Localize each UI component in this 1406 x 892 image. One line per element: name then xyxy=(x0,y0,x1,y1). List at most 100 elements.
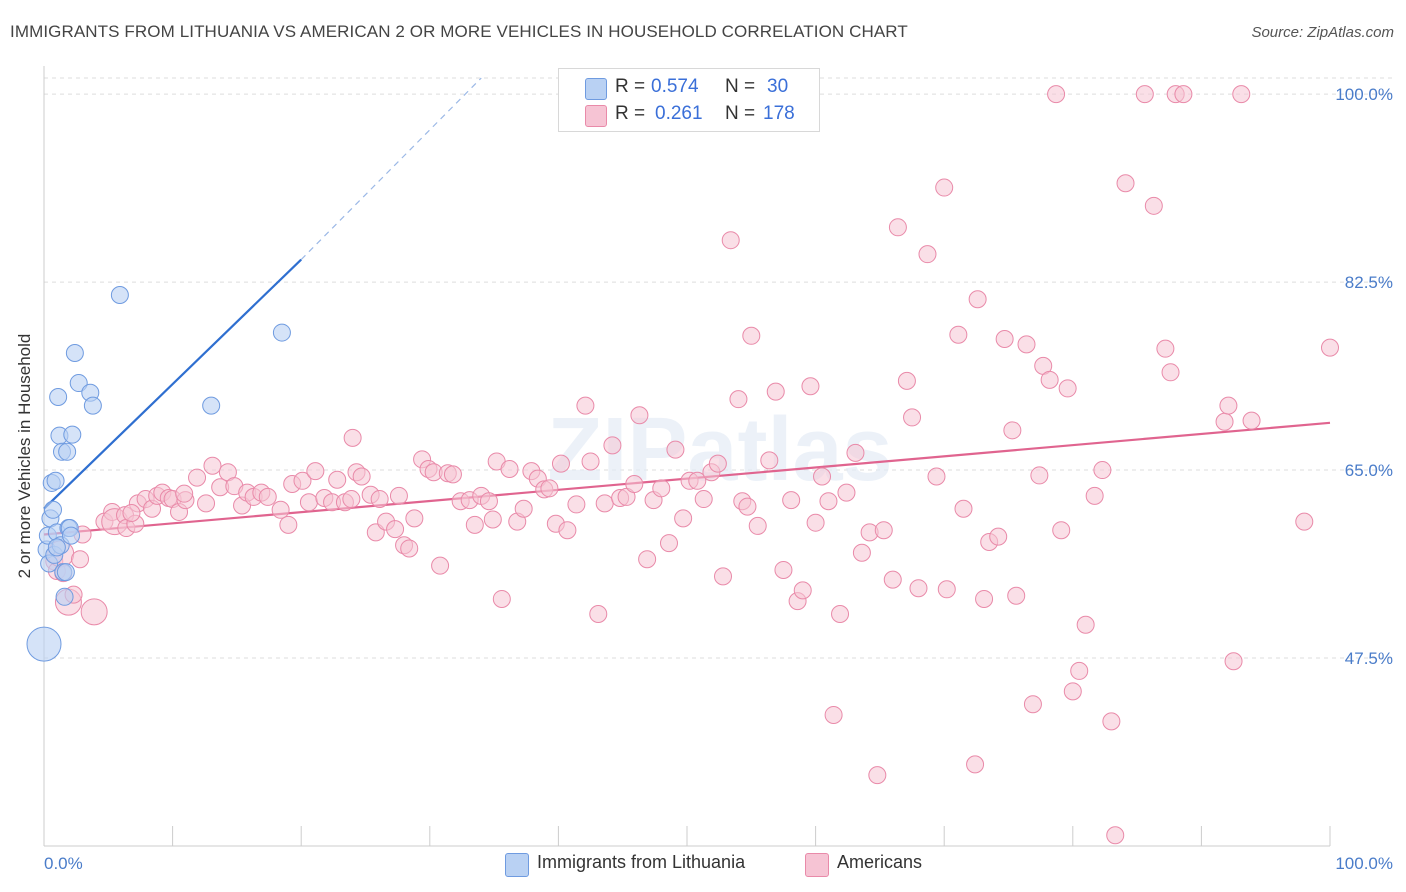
legend-n-label: N = xyxy=(725,103,756,124)
data-point-americans xyxy=(188,468,207,487)
data-point-americans xyxy=(793,581,812,600)
data-point-americans xyxy=(989,527,1008,546)
data-point-americans xyxy=(846,443,865,462)
data-point-americans xyxy=(279,515,298,534)
data-point-americans xyxy=(1017,335,1036,354)
x-tick-label: 0.0% xyxy=(44,854,83,873)
data-point-americans xyxy=(1321,338,1339,357)
data-point-americans xyxy=(729,390,748,409)
legend-n-value: 178 xyxy=(763,103,795,124)
data-point-americans xyxy=(1215,412,1234,431)
data-point-americans xyxy=(80,598,108,626)
data-point-lithuania xyxy=(46,471,65,490)
data-point-americans xyxy=(774,560,793,579)
chart-source: Source: ZipAtlas.com xyxy=(1251,24,1394,41)
data-point-americans xyxy=(766,382,785,401)
y-tick-label: 47.5% xyxy=(1345,649,1393,668)
data-point-americans xyxy=(819,492,838,511)
data-point-americans xyxy=(748,516,767,535)
legend-n-label: N = xyxy=(725,76,756,97)
data-point-americans xyxy=(1063,682,1082,701)
tick-labels: 47.5% 65.0% 82.5% 100.0% 0.0% 100.0% xyxy=(44,85,1393,873)
legend-swatch-pink xyxy=(805,853,829,877)
data-point-americans xyxy=(1047,85,1066,104)
data-point-americans xyxy=(630,406,649,425)
data-point-americans xyxy=(954,499,973,518)
data-point-americans xyxy=(1135,85,1154,104)
data-point-americans xyxy=(874,521,893,540)
data-point-americans xyxy=(465,515,484,534)
data-point-americans xyxy=(721,231,740,250)
data-point-americans xyxy=(806,513,825,532)
data-point-americans xyxy=(1219,396,1238,415)
data-point-americans xyxy=(1242,411,1261,430)
data-point-lithuania xyxy=(62,526,81,545)
data-point-lithuania xyxy=(83,396,102,415)
data-point-americans xyxy=(1102,712,1121,731)
data-point-americans xyxy=(995,330,1014,349)
data-point-americans xyxy=(935,178,954,197)
y-tick-label: 100.0% xyxy=(1335,85,1393,104)
data-point-americans xyxy=(1156,339,1175,358)
data-point-americans xyxy=(386,520,405,539)
legend-n-value: 30 xyxy=(767,76,789,97)
data-point-americans xyxy=(638,550,657,569)
data-point-americans xyxy=(918,245,937,264)
data-point-americans xyxy=(742,326,761,345)
data-point-americans xyxy=(625,475,644,494)
data-point-americans xyxy=(666,440,685,459)
watermark: ZIPatlas xyxy=(547,400,892,500)
data-point-lithuania xyxy=(55,587,74,606)
data-point-americans xyxy=(688,471,707,490)
data-point-americans xyxy=(1076,615,1095,634)
y-tick-label: 82.5% xyxy=(1345,273,1393,292)
data-point-americans xyxy=(492,589,511,608)
data-point-americans xyxy=(1040,370,1059,389)
data-point-americans xyxy=(888,218,907,237)
data-point-americans xyxy=(1295,512,1314,531)
data-point-lithuania xyxy=(202,396,221,415)
data-point-americans xyxy=(1023,695,1042,714)
data-point-americans xyxy=(897,371,916,390)
data-point-americans xyxy=(975,589,994,608)
data-point-lithuania xyxy=(26,626,62,662)
data-point-lithuania xyxy=(63,425,82,444)
data-point-americans xyxy=(342,490,361,509)
data-point-americans xyxy=(197,494,216,513)
x-tick-label: 100.0% xyxy=(1335,854,1393,873)
data-point-americans xyxy=(603,436,622,455)
data-point-americans xyxy=(500,459,519,478)
data-point-lithuania xyxy=(56,563,75,582)
data-point-americans xyxy=(1224,652,1243,671)
legend-swatch-blue xyxy=(505,853,529,877)
data-point-americans xyxy=(71,550,90,569)
data-point-americans xyxy=(514,499,533,518)
data-point-americans xyxy=(1007,586,1026,605)
data-point-americans xyxy=(443,465,462,484)
data-point-americans xyxy=(370,490,389,509)
data-point-americans xyxy=(903,408,922,427)
data-point-americans xyxy=(1161,363,1180,382)
data-point-americans xyxy=(581,452,600,471)
data-point-americans xyxy=(595,494,614,513)
data-point-americans xyxy=(589,604,608,623)
data-point-americans xyxy=(299,493,318,512)
data-point-americans xyxy=(431,556,450,575)
data-point-americans xyxy=(400,539,419,558)
data-point-americans xyxy=(782,491,801,510)
data-point-americans xyxy=(1174,85,1193,104)
legend-label-americans: Americans xyxy=(837,852,923,872)
data-point-americans xyxy=(293,471,312,490)
data-point-americans xyxy=(483,510,502,529)
data-point-americans xyxy=(1003,421,1022,440)
data-point-americans xyxy=(1144,196,1163,215)
legend-r-value: 0.574 xyxy=(651,76,699,97)
data-point-americans xyxy=(714,567,733,586)
data-point-americans xyxy=(175,484,194,503)
data-point-americans xyxy=(674,509,693,528)
y-axis-label: 2 or more Vehicles in Household xyxy=(15,333,34,579)
y-tick-label: 65.0% xyxy=(1345,461,1393,480)
data-point-americans xyxy=(1052,521,1071,540)
data-point-americans xyxy=(801,377,820,396)
